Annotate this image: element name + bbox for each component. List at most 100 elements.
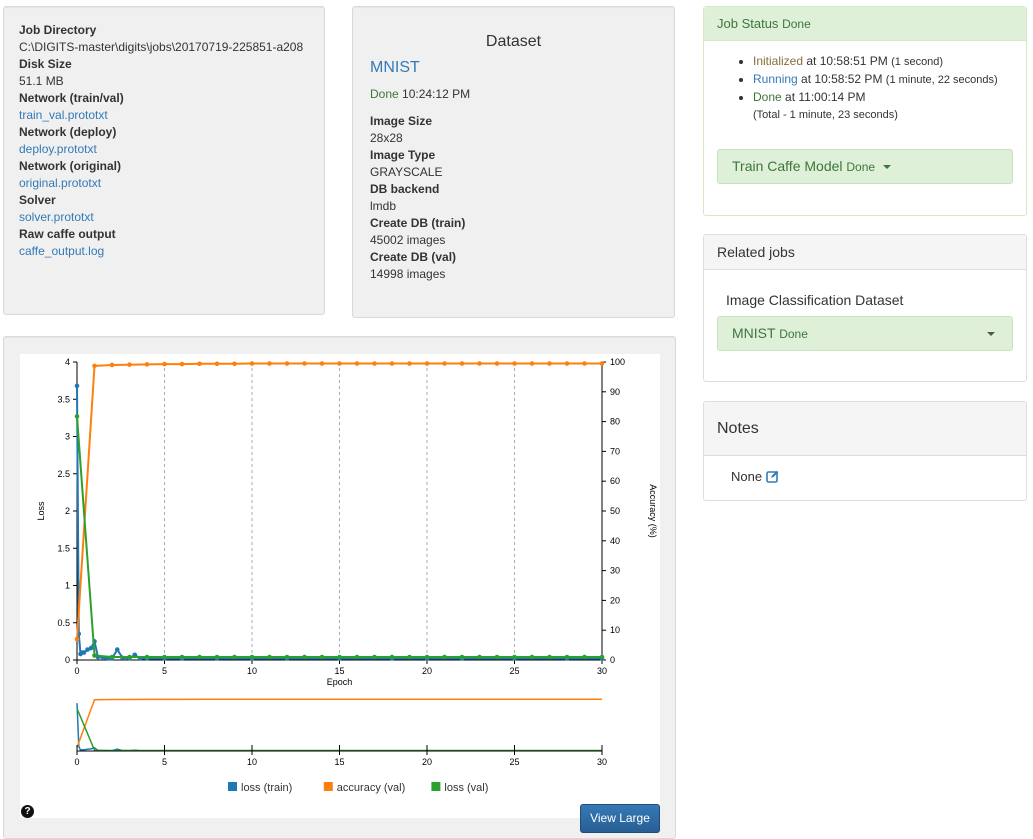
train-model-status: Done <box>846 160 876 174</box>
data-point <box>88 645 94 651</box>
data-point <box>284 361 290 366</box>
graph-area: 0 0.5 1 1.5 2 2.5 3 3.5 4 0 10 20 30 40 50 60 70 80 90 100 0… <box>20 354 660 818</box>
data-point <box>389 361 395 366</box>
legend-swatch <box>228 782 237 791</box>
job-file-link[interactable]: deploy.prototxt <box>19 142 97 156</box>
related-jobs-panel: Related jobs Image Classification Datase… <box>703 234 1027 382</box>
job-info-value: deploy.prototxt <box>19 141 309 158</box>
y-tick-label: 2.5 <box>57 469 70 479</box>
data-point <box>407 654 412 660</box>
data-point <box>109 654 115 660</box>
legend-label: accuracy (val) <box>337 782 405 794</box>
data-point <box>74 636 80 642</box>
status-time: at 11:00:14 PM <box>785 90 866 104</box>
overview-x-tick-label: 5 <box>162 757 167 767</box>
data-point <box>564 654 570 660</box>
data-point <box>442 361 447 366</box>
view-large-button[interactable]: View Large <box>580 804 660 833</box>
status-duration: (1 minute, 22 seconds) <box>885 74 998 86</box>
data-point <box>74 414 80 419</box>
status-time: at 10:58:52 PM <box>801 72 883 86</box>
x-tick-label: 25 <box>509 666 519 676</box>
training-chart: 00.511.522.533.5401020304050607080901000… <box>36 357 658 794</box>
job-info-panel: Job Directory C:\DIGITS-master\digits\job… <box>3 6 325 315</box>
data-point <box>547 361 552 366</box>
data-point <box>512 654 517 660</box>
caret-down-icon <box>987 332 995 336</box>
data-point <box>232 361 237 367</box>
status-time: at 10:58:51 PM <box>806 54 888 68</box>
edit-icon[interactable] <box>765 470 779 486</box>
overview-line <box>76 708 602 752</box>
y-tick-label: 3.5 <box>57 394 70 404</box>
data-point <box>529 361 535 366</box>
training-graph-panel: 0 0.5 1 1.5 2 2.5 3 3.5 4 0 10 20 30 40 50 60 70 80 90 100 0… <box>3 336 676 839</box>
caret-down-icon <box>882 165 891 170</box>
y-tick-label: 3 <box>65 432 70 442</box>
overview-x-tick-label: 25 <box>509 757 519 767</box>
data-point <box>109 362 115 368</box>
x-tick-label: 5 <box>162 666 167 676</box>
data-point <box>372 654 377 660</box>
data-point <box>144 654 150 660</box>
job-info-list: Job Directory C:\DIGITS-master\digits\job… <box>19 22 309 260</box>
y-tick-label: 2 <box>65 506 70 516</box>
status-history: Initialized at 10:58:51 PM (1 second)Run… <box>704 53 1026 124</box>
job-file-link[interactable]: original.prototxt <box>19 176 102 190</box>
job-file-link[interactable]: solver.prototxt <box>19 210 94 224</box>
data-point <box>232 654 237 660</box>
legend-swatch <box>323 782 333 791</box>
job-info-value: original.prototxt <box>19 175 309 192</box>
dataset-detail-label: Image Size <box>370 114 433 128</box>
dataset-detail-label: Create DB (train) <box>370 216 466 230</box>
data-point <box>81 650 87 655</box>
y2-tick-label: 20 <box>610 595 620 605</box>
y-tick-label: 0 <box>65 655 70 665</box>
notes-title: Notes <box>704 402 1026 456</box>
related-jobs-title: Related jobs <box>704 235 1026 270</box>
job-info-label: Job Directory <box>19 23 97 37</box>
data-point <box>529 654 535 660</box>
data-point <box>284 654 290 660</box>
y2-tick-label: 50 <box>610 506 620 516</box>
status-history-item: Running at 10:58:52 PM (1 minute, 22 sec… <box>753 71 1026 89</box>
dataset-detail-value: GRAYSCALE <box>370 165 443 179</box>
dataset-detail-label: Create DB (val) <box>370 250 457 264</box>
dataset-name-link[interactable]: MNIST <box>370 59 420 76</box>
data-point <box>354 654 360 660</box>
data-point <box>92 653 97 658</box>
y-tick-label: 1.5 <box>57 543 70 553</box>
job-status-heading: Job Status Done <box>704 7 1026 41</box>
y2-tick-label: 90 <box>610 387 620 397</box>
data-point <box>389 654 395 660</box>
status-duration: (1 second) <box>891 56 944 68</box>
status-history-item: Done at 11:00:14 PM (Total - 1 minute, 2… <box>753 89 1026 124</box>
status-state: Running <box>753 72 798 86</box>
train-model-dropdown[interactable]: Train Caffe Model Done <box>717 149 1013 184</box>
job-file-link[interactable]: train_val.prototxt <box>19 108 108 122</box>
status-state: Done <box>753 90 782 104</box>
data-point <box>92 363 97 369</box>
dataset-heading: Dataset <box>485 33 542 50</box>
data-point <box>114 647 120 652</box>
job-info-value: C:\DIGITS-master\digits\jobs\20170719-22… <box>19 40 304 54</box>
job-info-label: Disk Size <box>19 57 72 71</box>
data-point <box>319 361 325 366</box>
dataset-detail-label: Image Type <box>370 148 436 162</box>
y2-tick-label: 30 <box>610 566 620 576</box>
y2-tick-label: 80 <box>610 417 620 427</box>
y-tick-label: 0.5 <box>57 618 70 628</box>
data-point <box>302 361 307 366</box>
legend-swatch <box>431 782 441 791</box>
job-file-link[interactable]: caffe_output.log <box>19 244 105 258</box>
related-dataset-dropdown[interactable]: MNIST Done <box>717 316 1013 351</box>
y-axis-label: Loss <box>36 501 46 521</box>
overview-x-tick-label: 30 <box>597 757 607 767</box>
data-point <box>582 654 587 660</box>
job-info-label: Raw caffe output <box>19 227 116 241</box>
data-point <box>214 361 220 367</box>
help-icon[interactable]: ? <box>21 805 34 818</box>
data-point <box>564 361 570 366</box>
legend-label: loss (train) <box>241 782 292 794</box>
x-tick-label: 30 <box>597 666 607 676</box>
